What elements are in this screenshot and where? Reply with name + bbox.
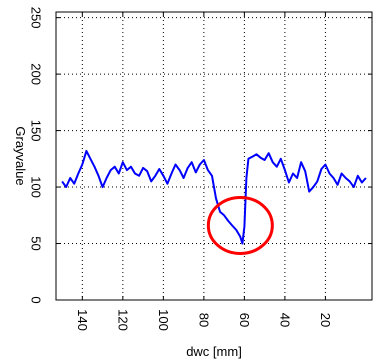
y-axis-label: Grayvalue — [13, 126, 28, 185]
x-tick-label: 100 — [156, 309, 171, 331]
x-tick-label: 140 — [75, 309, 90, 331]
y-tick-label: 250 — [29, 7, 44, 29]
y-tick-label: 0 — [29, 296, 44, 303]
x-tick-label: 80 — [196, 313, 211, 327]
x-axis-label: dwc [mm] — [186, 344, 242, 359]
x-tick-labels: 140 120 100 80 60 40 20 — [75, 309, 333, 331]
plot-frame — [55, 11, 373, 301]
x-tick-label: 20 — [318, 313, 333, 327]
tick-marks — [56, 12, 372, 301]
y-tick-label: 100 — [29, 176, 44, 198]
grid-lines — [56, 12, 372, 300]
x-tick-label: 40 — [277, 313, 292, 327]
y-tick-label: 200 — [29, 63, 44, 85]
y-tick-label: 150 — [29, 120, 44, 142]
series-line — [61, 149, 367, 245]
x-tick-label: 60 — [237, 313, 252, 327]
x-tick-label: 120 — [115, 309, 130, 331]
y-tick-label: 50 — [29, 236, 44, 250]
highlight-circle — [206, 195, 274, 255]
y-tick-labels: 0 50 100 150 200 250 — [29, 7, 44, 304]
